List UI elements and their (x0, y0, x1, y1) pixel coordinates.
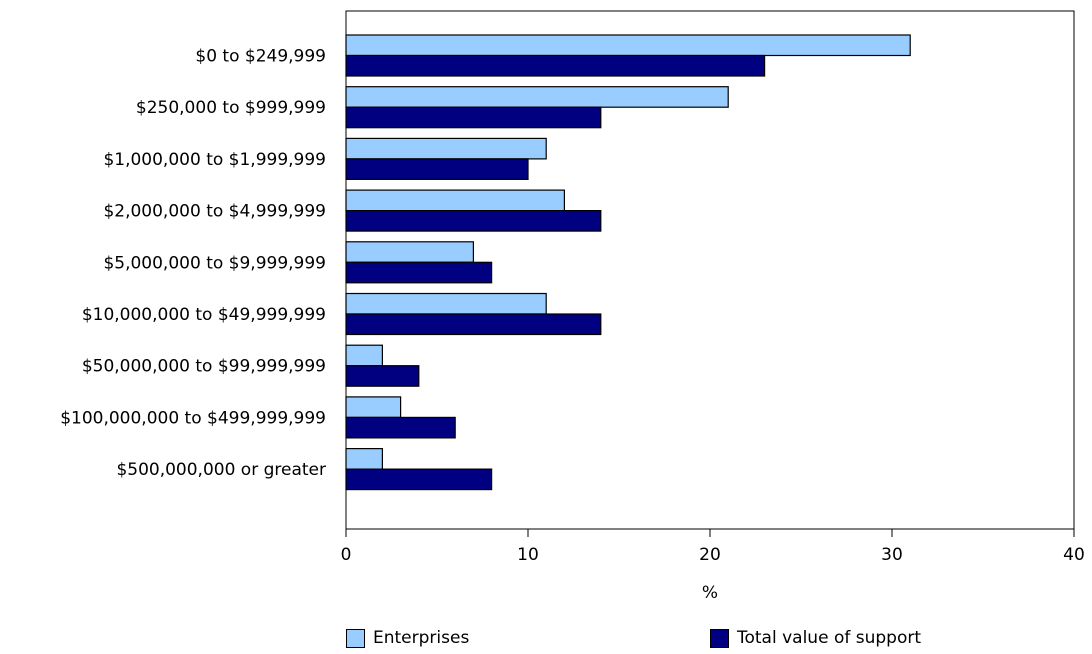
x-axis-title: % (702, 583, 718, 603)
bar-total-value-of-support-3 (345, 210, 602, 232)
x-axis-ticks: 0 10 20 30 40 (341, 529, 1085, 565)
x-tick-label-3: 30 (881, 545, 903, 565)
bar-total-value-of-support-7 (345, 416, 456, 439)
legend-label-enterprises: Enterprises (373, 628, 470, 648)
bars-group (345, 34, 911, 491)
x-tick-label-0: 0 (341, 545, 352, 565)
bar-enterprises-0 (345, 34, 911, 57)
category-label-1: $250,000 to $999,999 (136, 98, 326, 118)
bar-enterprises-3 (345, 189, 565, 212)
x-tick-label-4: 40 (1063, 545, 1085, 565)
category-label-5: $10,000,000 to $49,999,999 (82, 305, 326, 325)
category-label-6: $50,000,000 to $99,999,999 (82, 357, 326, 377)
category-label-3: $2,000,000 to $4,999,999 (103, 202, 326, 222)
legend-item-total-value: Total value of support (710, 627, 921, 649)
bar-enterprises-2 (345, 137, 547, 160)
legend-swatch-total-value (710, 628, 729, 648)
bar-total-value-of-support-4 (345, 261, 493, 284)
x-tick-label-2: 20 (699, 545, 721, 565)
bar-total-value-of-support-0 (345, 54, 766, 77)
bar-total-value-of-support-8 (345, 468, 493, 491)
category-label-2: $1,000,000 to $1,999,999 (103, 150, 326, 170)
bar-enterprises-5 (345, 292, 547, 315)
bar-total-value-of-support-5 (345, 313, 602, 336)
bar-total-value-of-support-6 (345, 365, 420, 387)
legend-item-enterprises: Enterprises (346, 627, 469, 649)
bar-total-value-of-support-1 (345, 106, 602, 129)
category-labels: $0 to $249,999 $250,000 to $999,999 $1,000… (60, 47, 326, 481)
bar-enterprises-7 (345, 396, 402, 418)
bar-total-value-of-support-2 (345, 158, 529, 180)
category-label-8: $500,000,000 or greater (116, 460, 326, 480)
category-label-0: $0 to $249,999 (195, 47, 326, 67)
bar-enterprises-6 (345, 344, 384, 367)
category-label-7: $100,000,000 to $499,999,999 (60, 408, 326, 428)
legend: Enterprises Total value of support (0, 627, 1092, 651)
legend-swatch-enterprises (346, 628, 365, 648)
category-label-4: $5,000,000 to $9,999,999 (103, 253, 326, 273)
bar-enterprises-1 (345, 86, 729, 108)
bar-enterprises-4 (345, 241, 475, 263)
legend-label-total-value: Total value of support (737, 628, 922, 648)
bar-enterprises-8 (345, 448, 384, 470)
x-tick-label-1: 10 (517, 545, 539, 565)
bar-chart: $0 to $249,999 $250,000 to $999,999 $1,000… (60, 10, 1085, 603)
